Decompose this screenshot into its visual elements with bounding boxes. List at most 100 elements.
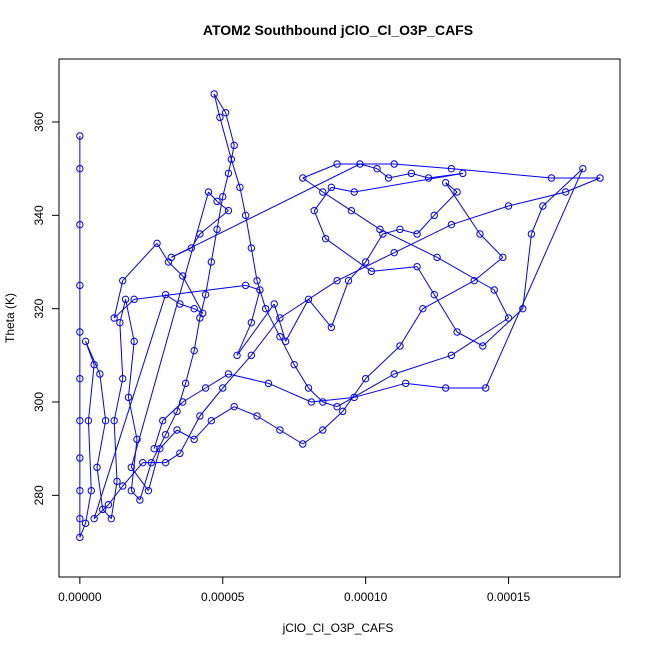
series-line-segment (308, 299, 332, 328)
data-point (219, 192, 227, 201)
series-line-segment (256, 280, 267, 309)
series-line-segment (85, 341, 101, 375)
data-point (344, 276, 353, 285)
series-line-segment (230, 159, 241, 188)
series-line-segment (208, 191, 218, 202)
data-point (504, 202, 513, 210)
y-tick-label: 320 (32, 298, 46, 318)
y-axis-label: Theta (K) (3, 293, 17, 343)
series-line-segment (311, 396, 355, 403)
data-point (76, 486, 84, 495)
series-line-segment (96, 420, 107, 468)
series-line-segment (96, 467, 104, 510)
series-line-segment (190, 233, 201, 249)
data-point (310, 206, 318, 215)
series-line-segment (87, 364, 95, 421)
data-point (127, 486, 136, 495)
data-point (233, 351, 241, 360)
series-line-segment (122, 462, 144, 487)
series-line-segment (176, 383, 187, 412)
series-line-segment (108, 485, 124, 505)
series-line-segment (279, 429, 304, 445)
data-point (76, 281, 84, 290)
y-axis: 280 300 320 340 360 (32, 112, 59, 505)
data-point (504, 314, 513, 322)
data-point (367, 267, 376, 276)
series-line-segment (205, 373, 229, 389)
series-line-segment (416, 214, 435, 235)
data-point (390, 160, 398, 168)
data-point (281, 337, 290, 346)
data-point (441, 178, 450, 187)
chart-title: ATOM2 Southbound jClO_Cl_O3P_CAFS (203, 22, 473, 38)
data-point (76, 328, 84, 336)
data-point (76, 374, 84, 383)
data-point (153, 239, 161, 248)
series-line-segment (234, 406, 258, 417)
data-point (99, 505, 107, 514)
series-line-segment (153, 420, 164, 449)
x-axis-label: jClO_Cl_O3P_CAFS (282, 621, 394, 635)
series-line-segment (422, 280, 475, 310)
data-point (261, 304, 270, 313)
series-line-segment (216, 196, 224, 230)
series-line-segment (485, 168, 584, 389)
data-point (307, 398, 316, 406)
data-point (96, 370, 104, 378)
series-line-segment (354, 172, 463, 193)
data-point (401, 379, 410, 388)
series-line-segment (205, 261, 212, 295)
x-tick-label: 0.00005 (201, 590, 245, 604)
data-point (76, 164, 84, 173)
data-point (419, 304, 427, 313)
series-line-segment (165, 452, 181, 464)
series-line-segment (451, 168, 552, 179)
series-line-segment (508, 191, 566, 207)
series-line-segment (388, 172, 412, 179)
data-point (527, 230, 536, 238)
data-point (384, 174, 393, 182)
series-line-segment (365, 233, 384, 263)
data-point (290, 360, 298, 369)
series-line-segment (193, 308, 203, 314)
series-line-segment (433, 191, 458, 216)
data-point (390, 248, 398, 257)
series-line-segment (451, 205, 509, 226)
series-line-segment (322, 410, 344, 431)
data-point (479, 342, 487, 350)
x-tick-label: 0.00000 (58, 590, 102, 604)
data-point (196, 230, 204, 238)
series-line-segment (371, 266, 418, 272)
series-line-segment (302, 177, 324, 193)
data-point (447, 351, 456, 360)
data-point (213, 225, 221, 234)
data-point (130, 337, 138, 346)
data-point (264, 379, 273, 388)
series-line-segment (165, 411, 178, 435)
data-point (176, 300, 184, 308)
data-point (136, 496, 144, 504)
series-line-segment (93, 294, 167, 519)
series-line-segment (87, 420, 92, 491)
series-line-segment (302, 163, 338, 179)
data-point (179, 398, 187, 406)
series-line-segment (330, 280, 349, 328)
data-point (241, 211, 250, 220)
series-line-segment (99, 373, 107, 421)
data-point (119, 374, 127, 383)
data-point (390, 370, 398, 378)
series-line-segment (542, 168, 584, 207)
data-point (470, 276, 478, 285)
series-line-segment (127, 397, 138, 440)
data-point (319, 426, 327, 434)
series-line-segment (211, 406, 235, 422)
series-line-segment (122, 242, 158, 282)
series-line-segment (225, 112, 235, 146)
data-point (361, 258, 370, 266)
data-point (519, 304, 527, 313)
data-point (299, 174, 307, 182)
series-line-segment (565, 177, 601, 193)
series-line-segment (293, 364, 309, 389)
data-point (407, 169, 416, 178)
data-point (159, 416, 167, 425)
